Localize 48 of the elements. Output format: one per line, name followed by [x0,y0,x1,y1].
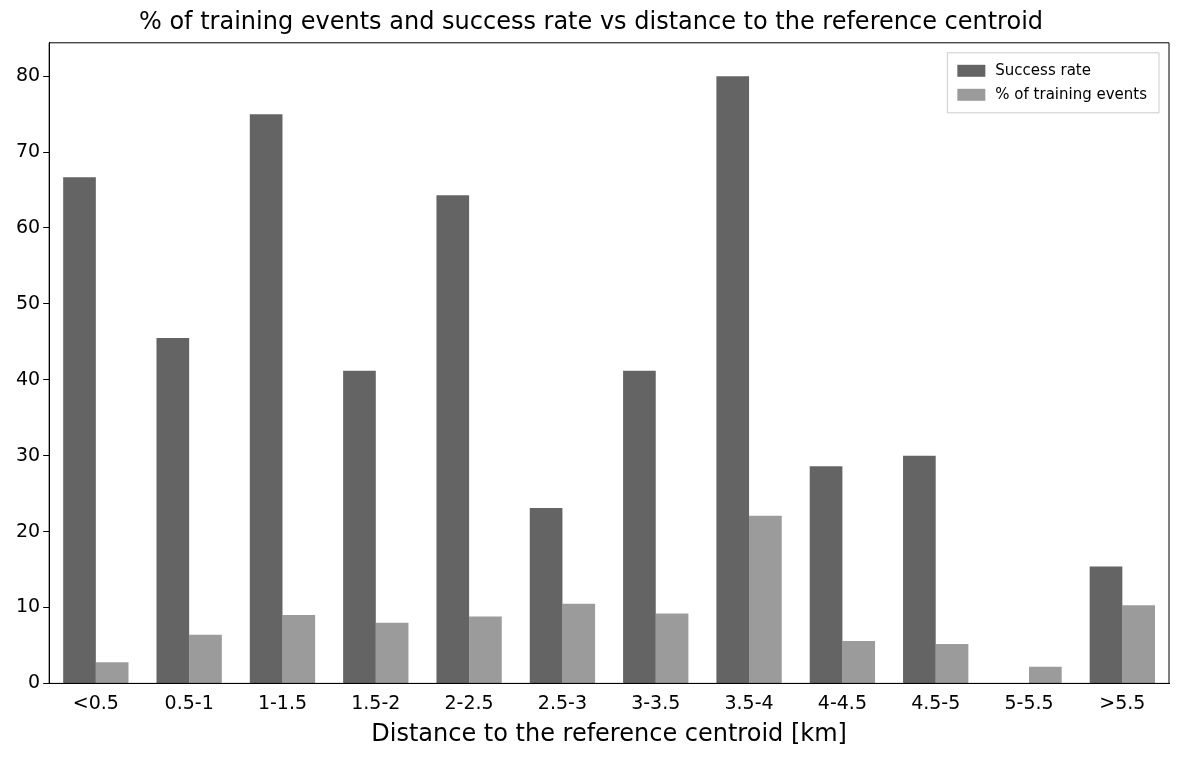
x-tick-label: 5-5.5 [1004,690,1054,713]
x-tick-label: <0.5 [72,690,119,713]
x-tick-label: 2-2.5 [444,690,494,713]
bar [935,643,969,683]
bar [1089,566,1123,683]
chart-title: % of training events and success rate vs distance to the reference centroid [138,6,1044,35]
bar [436,195,470,683]
x-tick-label: >5.5 [1099,690,1146,713]
x-tick-label: 0.5-1 [164,690,214,713]
bar [282,615,316,683]
bar [63,177,96,683]
bar [529,508,563,683]
bar [469,616,502,683]
y-tick-label: 10 [15,594,41,617]
bar [716,76,750,683]
legend-label: % of training events [995,84,1148,103]
x-tick-label: 4.5-5 [911,690,961,713]
y-tick-label: 70 [15,139,41,162]
x-tick-label: 3.5-4 [724,690,774,713]
y-tick-label: 0 [28,670,41,693]
y-tick-label: 50 [15,290,41,313]
bar [95,662,129,683]
bar [189,634,222,683]
y-tick-label: 20 [15,518,41,541]
x-tick-label: 4-4.5 [817,690,867,713]
y-tick-label: 30 [15,442,41,465]
bar [842,640,876,683]
bar [249,114,283,683]
bar [343,370,376,683]
legend-label: Success rate [995,60,1091,79]
y-tick-label: 80 [15,63,41,86]
x-tick-label: 3-3.5 [631,690,681,713]
x-tick-label: 1.5-2 [351,690,401,713]
bar [1122,605,1155,683]
x-tick-label: 2.5-3 [537,690,588,713]
x-axis-title: Distance to the reference centroid [km] [371,718,847,747]
bar [1029,666,1062,683]
bar [749,515,782,683]
bar [903,455,936,683]
y-tick-label: 60 [15,214,41,237]
x-tick-label: 1-1.5 [257,690,308,713]
bar [375,622,409,683]
bar [156,338,190,683]
bar [809,466,843,683]
bar [655,613,689,683]
bar [562,603,596,683]
bar [623,370,656,683]
y-tick-label: 40 [15,366,41,389]
